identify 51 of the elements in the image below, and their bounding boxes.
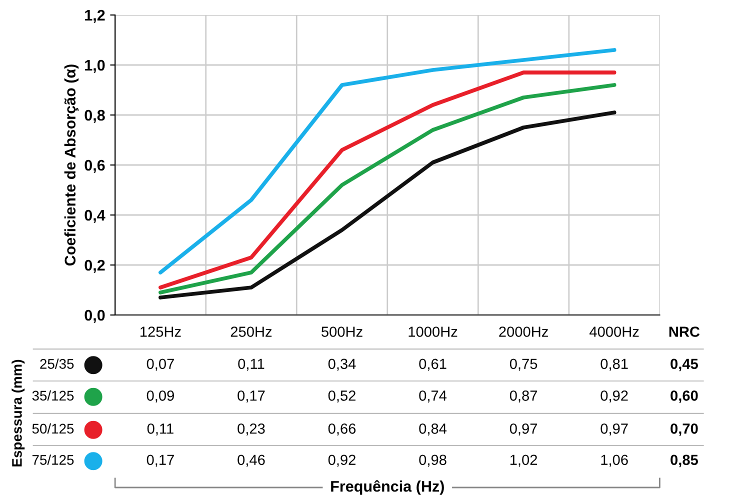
data-label: 0,74 [419, 390, 447, 403]
y-tick-label: 1,0 [85, 60, 105, 73]
legend-label: 50/125 [32, 423, 74, 434]
data-label: 0,52 [328, 390, 356, 403]
data-label: 0,87 [510, 390, 538, 403]
y-tick-label: 1,2 [85, 10, 105, 23]
data-label: 0,17 [146, 454, 174, 467]
y-axis-title: Coeficiente de Absorção (α) [64, 64, 79, 266]
data-label: 0,34 [328, 358, 356, 371]
line-series [158, 48, 616, 274]
x-tick-label: 2000Hz [499, 326, 548, 337]
data-label: 0,98 [419, 454, 446, 467]
data-label: 0,17 [238, 390, 265, 403]
line-series [158, 110, 616, 300]
y-tick-label: 0,8 [84, 110, 105, 123]
data-label: 0,61 [419, 358, 446, 371]
data-label: 0,92 [328, 454, 356, 467]
x-tick-label: 1000Hz [408, 326, 458, 337]
text: 0,70 [670, 423, 698, 436]
legend-label: 75/125 [32, 454, 74, 465]
data-label: 0,81 [600, 358, 628, 371]
legend-title: Espessura (mm) [12, 360, 25, 466]
text: Frequência (Hz) [331, 480, 444, 495]
text: NRC [669, 326, 700, 337]
data-label: 0,11 [238, 358, 264, 371]
x-tick-label: 4000Hz [590, 326, 639, 337]
y-tick-label: 0,6 [84, 160, 105, 173]
legend-label: 25/35 [40, 358, 74, 369]
text: 0,85 [670, 454, 698, 468]
legend-label: 35/125 [32, 390, 74, 401]
data-label: 0,07 [146, 358, 174, 371]
data-label: 0,97 [510, 423, 538, 436]
text: 0,45 [670, 358, 698, 372]
data-label: 0,66 [328, 423, 356, 436]
y-tick-label: 0,4 [84, 210, 106, 223]
data-label: 0,09 [146, 390, 174, 403]
data-label: 1,06 [601, 454, 628, 467]
data-label: 1,02 [510, 454, 538, 467]
data-label: 0,92 [600, 390, 628, 403]
data-label: 0,23 [238, 423, 265, 436]
data-label: 0,46 [238, 454, 265, 467]
data-label: 0,84 [419, 423, 447, 436]
data-label: 0,11 [147, 423, 174, 436]
y-tick-label: 0,0 [84, 310, 105, 323]
y-tick-label: 0,2 [84, 260, 105, 273]
x-tick-label: 250Hz [230, 326, 272, 337]
data-label: 0,75 [510, 358, 538, 371]
text: 0,60 [670, 390, 698, 403]
x-tick-label: 125Hz [140, 326, 181, 337]
data-label: 0,97 [600, 423, 628, 436]
x-tick-label: 500Hz [322, 326, 362, 337]
